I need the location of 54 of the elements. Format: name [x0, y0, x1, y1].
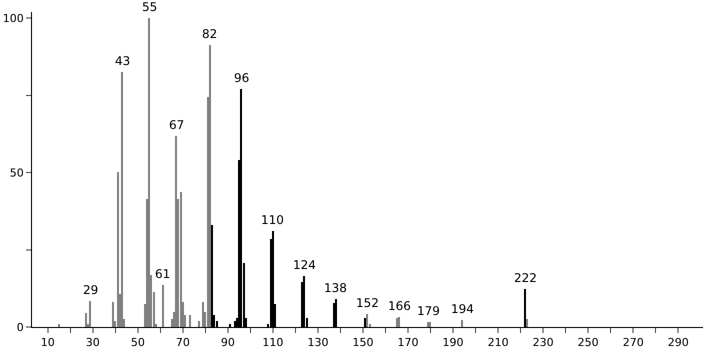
x-tick-label: 230	[532, 336, 554, 349]
bar	[427, 322, 429, 327]
bar	[461, 320, 463, 327]
bar	[85, 313, 87, 327]
annotation: 61	[155, 267, 170, 281]
x-tick-label: 270	[622, 336, 644, 349]
annotation: 138	[324, 281, 347, 295]
y-tick-label: 100	[2, 12, 24, 26]
annotation: 166	[388, 299, 411, 313]
x-tick-label: 90	[220, 336, 235, 349]
x-tick-label: 30	[86, 336, 100, 349]
bar	[366, 314, 368, 327]
y-tick-label: 50	[10, 166, 24, 180]
bar	[429, 322, 431, 327]
bar	[180, 192, 182, 327]
x-tick-label: 250	[578, 336, 599, 349]
x-tick-label: 290	[668, 336, 689, 349]
bar	[117, 172, 119, 327]
bar	[198, 321, 200, 327]
annotation: 194	[451, 302, 474, 316]
annotation: 55	[142, 0, 158, 14]
x-tick-label: 190	[442, 336, 464, 349]
annotation: 67	[169, 118, 184, 132]
annotation: 152	[356, 296, 379, 310]
annotation: 179	[417, 304, 440, 318]
annotation: 222	[514, 271, 537, 285]
y-tick-label: 0	[16, 320, 24, 334]
bar	[121, 72, 123, 327]
bar	[89, 301, 91, 327]
x-tick-label: 170	[398, 336, 419, 349]
bar	[526, 319, 528, 327]
x-tick-label: 130	[307, 336, 328, 349]
bar	[112, 302, 114, 327]
bar	[58, 324, 60, 327]
x-tick-label: 10	[40, 336, 55, 349]
x-tick-label: 150	[352, 336, 374, 349]
bar	[398, 317, 400, 327]
annotation: 82	[202, 27, 218, 41]
annotation: 110	[261, 213, 284, 227]
bar	[209, 45, 211, 327]
annotation: 29	[83, 283, 98, 297]
x-tick-label: 70	[176, 336, 190, 349]
x-tick-label: 110	[262, 336, 284, 349]
annotation: 124	[293, 258, 316, 272]
bar	[189, 315, 191, 327]
bar	[148, 18, 150, 327]
annotation: 96	[234, 71, 250, 85]
bar	[162, 285, 164, 327]
bar	[175, 136, 177, 327]
x-tick-label: 210	[488, 336, 509, 349]
bar	[396, 318, 398, 327]
annotation: 43	[115, 54, 130, 68]
x-tick-label: 50	[130, 336, 145, 349]
bar	[202, 302, 204, 327]
